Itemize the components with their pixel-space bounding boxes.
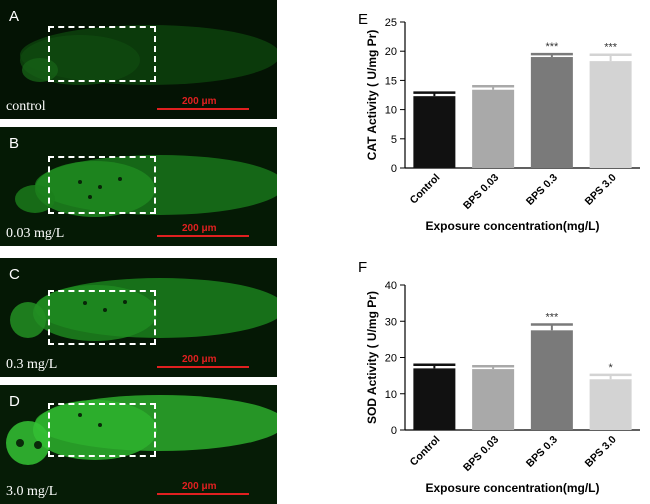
bar-e-3 — [589, 61, 632, 168]
category-label-e-1: BPS 0.03 — [461, 172, 501, 212]
micrograph-panel-c: C 0.3 mg/L 200 μm — [0, 258, 277, 377]
category-label-f-1: BPS 0.03 — [461, 434, 501, 474]
significance-e-2: *** — [545, 41, 559, 53]
roi-box-c — [48, 290, 156, 345]
bar-e-0 — [413, 96, 456, 168]
larva-image-d — [0, 385, 277, 504]
micrograph-panel-d: D 3.0 mg/L 200 μm — [0, 385, 277, 504]
condition-label-a: control — [6, 99, 46, 114]
roi-box-a — [48, 26, 156, 82]
larva-image-b — [0, 127, 277, 246]
significance-f-3: * — [608, 362, 613, 374]
category-label-f-0: Control — [408, 434, 443, 469]
larva-image-c — [0, 258, 277, 377]
panel-letter-d: D — [9, 393, 20, 410]
y-tick-label-e-5: 25 — [385, 17, 397, 29]
y-tick-label-e-4: 20 — [385, 46, 397, 58]
category-label-e-0: Control — [408, 172, 443, 207]
y-tick-label-f-3: 30 — [385, 316, 397, 328]
scale-bar-a — [157, 108, 249, 110]
larva-image-a — [0, 0, 277, 119]
bar-f-1 — [472, 369, 515, 430]
y-tick-label-e-1: 5 — [391, 134, 397, 146]
bar-e-2 — [530, 57, 573, 168]
y-tick-label-e-3: 15 — [385, 75, 397, 87]
condition-label-c: 0.3 mg/L — [6, 357, 58, 372]
panel-letter-e: E — [358, 11, 368, 28]
condition-label-d: 3.0 mg/L — [6, 484, 58, 499]
bar-e-1 — [472, 89, 515, 168]
panel-letter-c: C — [9, 266, 20, 283]
scale-bar-b — [157, 235, 249, 237]
category-label-f-2: BPS 0.3 — [524, 434, 560, 470]
scale-text-d: 200 μm — [182, 481, 217, 492]
x-axis-title-f: Exposure concentration(mg/L) — [425, 481, 599, 495]
y-tick-label-f-4: 40 — [385, 280, 397, 292]
y-tick-label-f-2: 20 — [385, 353, 397, 365]
y-tick-label-f-1: 10 — [385, 389, 397, 401]
category-label-f-3: BPS 3.0 — [583, 434, 619, 470]
panel-letter-b: B — [9, 135, 20, 152]
condition-label-b: 0.03 mg/L — [6, 226, 65, 241]
category-label-e-3: BPS 3.0 — [583, 172, 619, 208]
significance-e-3: *** — [604, 42, 618, 54]
y-axis-title-e: CAT Activity ( U/mg Pr) — [365, 30, 379, 161]
significance-f-2: *** — [545, 312, 559, 324]
x-axis-title-e: Exposure concentration(mg/L) — [425, 219, 599, 233]
scale-text-c: 200 μm — [182, 354, 217, 365]
micrograph-panel-a: A control 200 μm — [0, 0, 277, 119]
category-label-e-2: BPS 0.3 — [524, 172, 560, 208]
bar-f-0 — [413, 368, 456, 430]
roi-box-d — [48, 403, 156, 457]
bar-f-3 — [589, 379, 632, 430]
roi-box-b — [48, 156, 156, 214]
scale-text-a: 200 μm — [182, 96, 217, 107]
y-tick-label-f-0: 0 — [391, 425, 397, 437]
micrograph-panel-b: B 0.03 mg/L 200 μm — [0, 127, 277, 246]
panel-letter-f: F — [358, 259, 367, 276]
y-tick-label-e-2: 10 — [385, 105, 397, 117]
y-tick-label-e-0: 0 — [391, 163, 397, 175]
scale-bar-c — [157, 366, 249, 368]
scale-bar-d — [157, 493, 249, 495]
panel-letter-a: A — [9, 8, 20, 25]
bar-f-2 — [530, 330, 573, 430]
scale-text-b: 200 μm — [182, 223, 217, 234]
y-axis-title-f: SOD Activity ( U/mg Pr) — [365, 291, 379, 424]
